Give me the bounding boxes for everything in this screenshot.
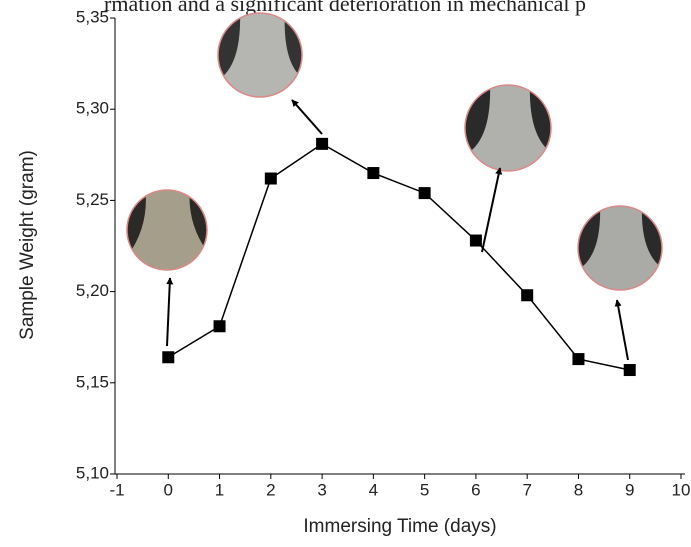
arrows [166, 99, 629, 361]
marker [162, 351, 175, 364]
marker [572, 353, 585, 366]
x-axis-title: Immersing Time (days) [303, 516, 496, 537]
marker [623, 364, 636, 377]
photo [217, 12, 303, 98]
x-tick-label: 10 [672, 480, 691, 499]
x-tick-label: -1 [109, 480, 124, 499]
y-tick-label: 5,20 [76, 281, 109, 300]
marker [367, 167, 380, 180]
y-tick-label: 5,25 [76, 190, 109, 209]
y-tick-label: 5,30 [76, 99, 109, 118]
photo [577, 205, 663, 291]
y-axis-title: Sample Weight (gram) [17, 150, 38, 340]
y-tick-label: 5,10 [76, 463, 109, 482]
x-tick-label: 1 [215, 480, 224, 499]
x-tick-label: 5 [420, 480, 429, 499]
marker [521, 289, 534, 302]
arrow [481, 167, 503, 253]
arrow [614, 299, 629, 361]
x-tick-label: 3 [317, 480, 326, 499]
arrow [291, 99, 323, 135]
y-tick-label: 5,35 [76, 7, 109, 26]
photo [126, 189, 208, 271]
x-tick-label: 9 [625, 480, 634, 499]
marker [213, 320, 226, 333]
x-tick-label: 2 [266, 480, 275, 499]
y-tick-label: 5,15 [76, 372, 109, 391]
line [167, 142, 630, 371]
marker [316, 137, 329, 150]
x-tick-label: 8 [574, 480, 583, 499]
clipped-text: rmation and a significant deterioration … [104, 0, 586, 16]
x-tick-label: 7 [522, 480, 531, 499]
marker [469, 234, 482, 247]
arrow [166, 277, 174, 347]
x-tick-label: 6 [471, 480, 480, 499]
photo [464, 84, 552, 172]
marker [418, 187, 431, 200]
x-tick-label: 4 [369, 480, 378, 499]
marker [264, 172, 277, 185]
x-tick-label: 0 [164, 480, 173, 499]
